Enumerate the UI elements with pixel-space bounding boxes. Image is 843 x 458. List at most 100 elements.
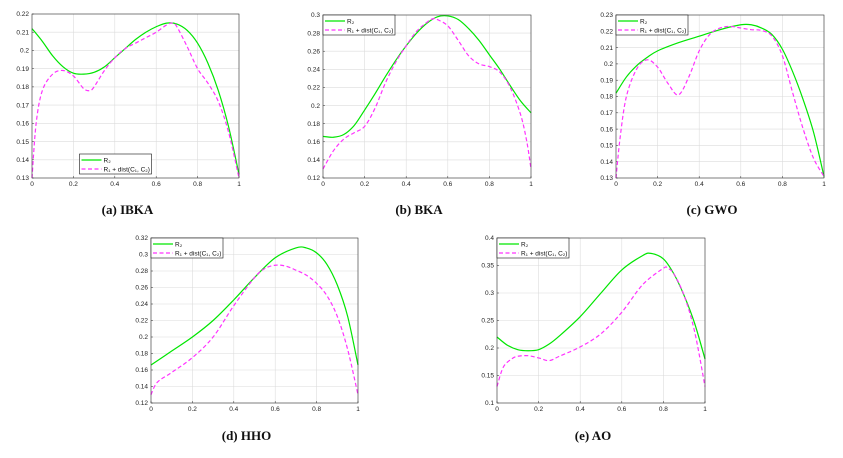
y-tick-label: 0.13 <box>16 175 29 182</box>
x-tick-label: 0 <box>30 181 34 188</box>
y-tick-label: 0.3 <box>311 12 320 19</box>
y-tick-label: 0.16 <box>135 367 148 374</box>
y-tick-label: 0.35 <box>481 263 494 270</box>
y-tick-label: 0.18 <box>600 94 613 101</box>
y-tick-label: 0.15 <box>600 143 613 150</box>
y-tick-label: 0.25 <box>481 318 494 325</box>
subplot-bka: 0 0.2 0.4 0.6 0.8 1 0.12 0.14 0.16 0.18 0.2 0.22 0.2… <box>307 12 533 217</box>
series-line-r2 <box>322 15 532 138</box>
x-tick-label: 0 <box>495 406 499 413</box>
y-tick-label: 0.14 <box>16 157 29 164</box>
axes-box <box>615 14 825 179</box>
y-tick-label: 0.16 <box>600 126 613 133</box>
x-tick-label: 0.2 <box>69 181 78 188</box>
series-line-r1-dist <box>150 264 359 396</box>
x-tick-label: 0.4 <box>695 181 704 188</box>
axes-box <box>496 237 706 404</box>
y-tick-label: 0.2 <box>20 48 29 55</box>
legend-label: R₁ + dist(C₁, C₂) <box>640 27 686 34</box>
x-tick-label: 0.6 <box>152 181 161 188</box>
x-tick-label: 0.4 <box>110 181 119 188</box>
x-tick-label: 0.8 <box>659 406 668 413</box>
legend-label: R₁ + dist(C₁, C₂) <box>104 166 150 173</box>
y-tick-label: 0.24 <box>307 67 320 74</box>
y-tick-label: 0.22 <box>307 85 320 92</box>
y-tick-label: 0.3 <box>485 290 494 297</box>
y-tick-label: 0.19 <box>600 77 613 84</box>
y-tick-label: 0.14 <box>135 384 148 391</box>
y-tick-label: 0.32 <box>135 235 148 242</box>
y-tick-label: 0.15 <box>481 373 494 380</box>
x-tick-label: 0.2 <box>534 406 543 413</box>
y-tick-label: 0.2 <box>311 103 320 110</box>
y-tick-label: 0.14 <box>307 157 320 164</box>
y-tick-label: 0.21 <box>600 45 613 52</box>
axes-box <box>322 14 532 179</box>
x-tick-label: 0.8 <box>485 181 494 188</box>
y-tick-label: 0.1 <box>485 400 494 407</box>
x-tick-label: 0.8 <box>778 181 787 188</box>
x-tick-label: 0.6 <box>617 406 626 413</box>
subplot-caption: (c) GWO <box>687 202 738 217</box>
y-tick-label: 0.2 <box>485 345 494 352</box>
subplot-ao: 0 0.2 0.4 0.6 0.8 10.10.150.20.250.30.350.4R₂… <box>481 235 707 443</box>
series-line-r1-dist <box>31 22 240 179</box>
axes-box <box>150 237 359 404</box>
x-tick-label: 0.8 <box>193 181 202 188</box>
legend-label: R₂ <box>104 157 112 164</box>
plot-area <box>323 15 531 178</box>
axes-box <box>31 13 240 179</box>
y-tick-label: 0.12 <box>135 400 148 407</box>
y-tick-label: 0.18 <box>307 121 320 128</box>
y-tick-label: 0.18 <box>16 84 29 91</box>
plot-area <box>32 14 239 178</box>
legend-label: R₁ + dist(C₁, C₂) <box>521 250 567 257</box>
series-line-r2 <box>150 246 359 366</box>
x-tick-label: 0.4 <box>576 406 585 413</box>
x-tick-label: 0.6 <box>736 181 745 188</box>
legend-label: R₂ <box>347 18 355 25</box>
y-tick-label: 0.15 <box>16 139 29 146</box>
subplot-caption: (a) IBKA <box>102 202 154 217</box>
y-tick-label: 0.12 <box>307 175 320 182</box>
y-tick-label: 0.26 <box>135 285 148 292</box>
x-tick-label: 0 <box>321 181 325 188</box>
x-tick-label: 0.2 <box>360 181 369 188</box>
y-tick-label: 0.2 <box>604 61 613 68</box>
legend-label: R₂ <box>175 241 183 248</box>
legend-label: R₁ + dist(C₁, C₂) <box>175 250 221 257</box>
subplot-hho: 0 0.2 0.4 0.6 0.8 1 0.12 0.14 0.16 0.18 0.2 0.22 0.2… <box>135 235 360 443</box>
legend: R₂ R₁ + dist(C₁, C₂) <box>615 14 689 36</box>
y-tick-label: 0.17 <box>600 110 613 117</box>
y-tick-label: 0.22 <box>600 29 613 36</box>
legend: R₂ R₁ + dist(C₁, C₂) <box>150 237 224 259</box>
y-tick-label: 0.22 <box>135 318 148 325</box>
y-tick-label: 0.17 <box>16 102 29 109</box>
y-tick-label: 0.16 <box>307 139 320 146</box>
y-tick-label: 0.13 <box>600 175 613 182</box>
y-tick-label: 0.18 <box>135 351 148 358</box>
y-tick-label: 0.28 <box>307 30 320 37</box>
subplot-caption: (b) BKA <box>395 202 443 217</box>
y-tick-label: 0.19 <box>16 66 29 73</box>
x-tick-label: 0.6 <box>271 406 280 413</box>
legend: R₂ R₁ + dist(C₁, C₂) <box>79 153 152 175</box>
subplot-ibka: 0 0.2 0.4 0.6 0.8 1 0.13 0.14 0.15 0.16 0.17 0.18 0.… <box>16 11 241 217</box>
legend: R₂ R₁ + dist(C₁, C₂) <box>322 14 396 36</box>
x-tick-label: 0.6 <box>443 181 452 188</box>
x-tick-label: 1 <box>529 181 533 188</box>
y-tick-label: 0.28 <box>135 268 148 275</box>
x-tick-label: 0.2 <box>653 181 662 188</box>
x-tick-label: 0.8 <box>312 406 321 413</box>
x-tick-label: 1 <box>356 406 360 413</box>
y-tick-label: 0.4 <box>485 235 494 242</box>
y-tick-label: 0.26 <box>307 48 320 55</box>
subplot-caption: (e) AO <box>575 428 611 443</box>
subplot-gwo: 0 0.2 0.4 0.6 0.8 1 0.13 0.14 0.15 0.16 0.17 0.18 0.… <box>600 12 826 217</box>
x-tick-label: 0 <box>149 406 153 413</box>
series-line-r1-dist <box>615 25 825 179</box>
legend-label: R₂ <box>521 241 529 248</box>
y-tick-label: 0.22 <box>16 11 29 18</box>
